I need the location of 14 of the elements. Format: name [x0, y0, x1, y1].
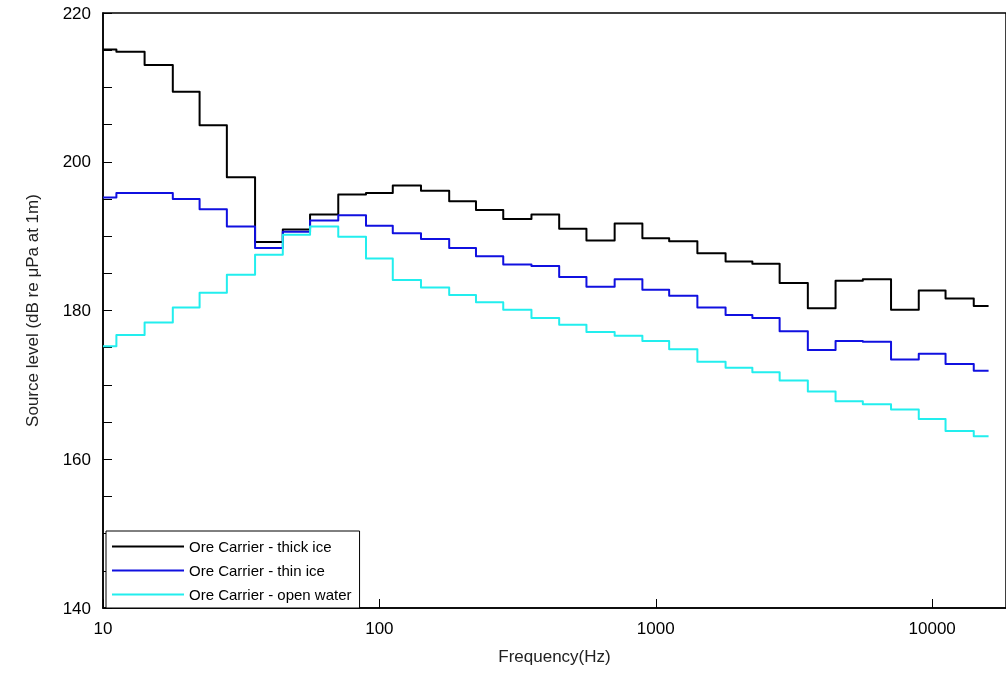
- y-axis-title: Source level (dB re μPa at 1m): [23, 194, 42, 427]
- legend-label: Ore Carrier - open water: [189, 586, 352, 603]
- y-tick-label: 140: [62, 598, 91, 618]
- x-tick-label: 10: [93, 619, 113, 638]
- x-tick-label: 100: [365, 619, 394, 638]
- y-tick-label: 200: [62, 152, 91, 172]
- legend-label: Ore Carrier - thin ice: [189, 562, 325, 579]
- x-tick-label: 1000: [636, 619, 675, 638]
- y-tick-label: 180: [62, 301, 91, 320]
- legend-label: Ore Carrier - thick ice: [189, 538, 332, 555]
- x-axis-title: Frequency(Hz): [498, 647, 611, 666]
- x-tick-label: 10000: [908, 619, 956, 638]
- y-tick-label: 160: [62, 449, 91, 469]
- y-tick-label: 220: [62, 3, 91, 23]
